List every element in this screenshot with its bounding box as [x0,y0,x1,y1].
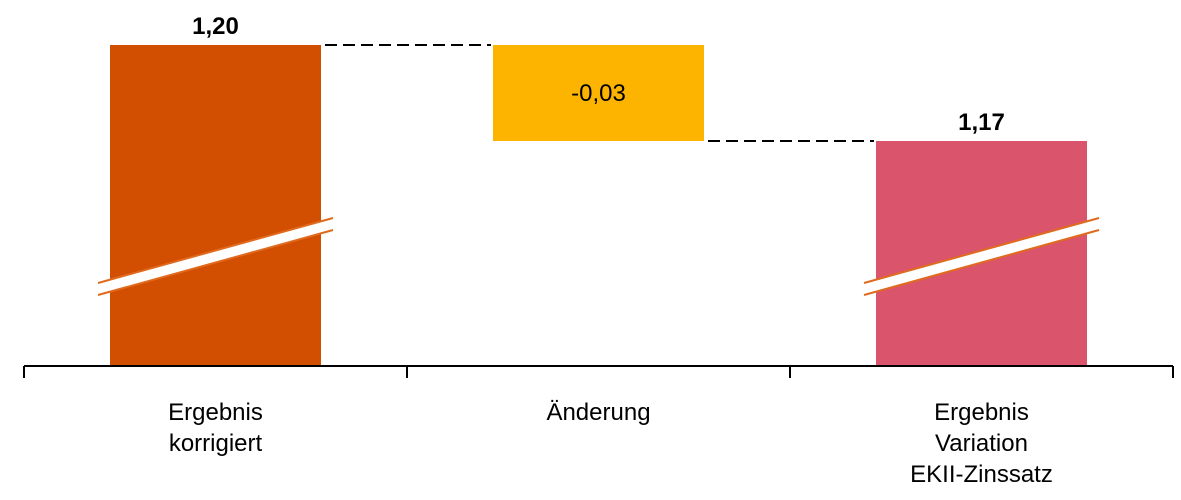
axis-break-line-top-2 [863,217,1100,284]
axis-break-line-top-0 [97,217,334,284]
category-label-0-1: korrigiert [169,430,263,457]
data-label-0: 1,20 [192,13,239,40]
data-label-1: -0,03 [571,80,626,107]
axis-break-line-bottom-0 [97,229,334,296]
axis-break-gap-0 [98,218,333,295]
category-label-2-1: Variation [935,430,1028,457]
category-label-0-0: Ergebnis [168,399,263,426]
category-label-1-0: Änderung [546,399,650,426]
category-label-2-0: Ergebnis [934,399,1029,426]
data-label-2: 1,17 [958,109,1005,136]
bar-0 [110,45,321,366]
bar-1 [493,45,704,141]
category-label-2-2: EKII-Zinssatz [910,461,1053,488]
axis-break-line-bottom-2 [863,229,1100,296]
axis-break-gap-2 [864,218,1099,295]
